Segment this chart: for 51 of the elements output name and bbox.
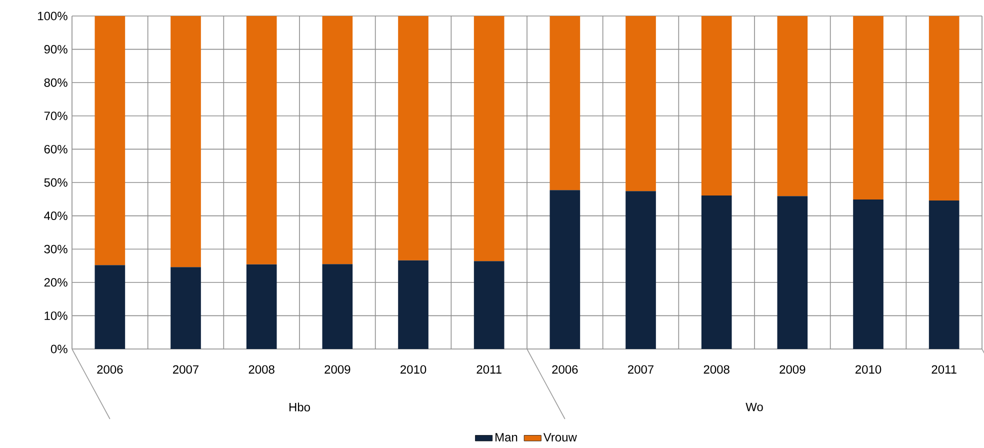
bar xyxy=(398,16,428,260)
x-tick-label: 2011 xyxy=(476,365,502,374)
bar xyxy=(322,264,353,349)
y-tick-label: 10% xyxy=(44,311,68,320)
bar xyxy=(94,265,126,349)
x-tick-label: 2009 xyxy=(780,365,806,374)
bar xyxy=(170,267,201,349)
bar xyxy=(398,260,428,349)
y-tick-label: 0% xyxy=(50,344,68,354)
x-tick-label: 2006 xyxy=(97,365,123,374)
bar xyxy=(550,190,580,349)
y-tick-label: 40% xyxy=(44,212,68,220)
x-tick-label: 2008 xyxy=(248,365,274,374)
x-tick-label: 2007 xyxy=(628,365,654,374)
y-tick-label: 80% xyxy=(44,78,68,87)
bar xyxy=(701,16,732,196)
bar xyxy=(853,16,884,200)
bar xyxy=(777,196,808,349)
text: Wo xyxy=(746,402,763,412)
x-tick-label: 2010 xyxy=(856,365,882,374)
legend-label: Vrouw xyxy=(543,433,577,442)
x-tick-label: 2008 xyxy=(704,365,730,374)
bar xyxy=(170,16,201,268)
y-tick-label: 60% xyxy=(44,144,68,154)
y-tick-label: 50% xyxy=(44,178,68,187)
text: Hbo xyxy=(289,402,310,412)
y-tick-label: 20% xyxy=(44,278,68,287)
x-tick-label: 2010 xyxy=(400,365,426,374)
x-tick-label: 2011 xyxy=(932,365,956,374)
legend-label: Man xyxy=(496,433,518,442)
x-tick-label: 2006 xyxy=(552,365,578,374)
x-tick-label: 2007 xyxy=(173,365,198,374)
bar xyxy=(626,16,656,192)
y-tick-label: 70% xyxy=(44,112,68,120)
bar xyxy=(928,16,960,200)
bar xyxy=(928,200,960,349)
bar xyxy=(701,195,732,349)
bar xyxy=(474,16,504,262)
bar xyxy=(550,16,580,190)
x-tick-label: 2009 xyxy=(324,365,350,374)
bar xyxy=(626,191,656,349)
y-tick-label: 90% xyxy=(44,45,68,54)
y-tick-label: 30% xyxy=(44,244,68,254)
bar xyxy=(322,16,353,264)
bar xyxy=(94,16,126,266)
bar xyxy=(246,16,277,264)
bar xyxy=(474,261,504,349)
bar xyxy=(246,264,277,349)
bar xyxy=(777,16,808,196)
bar xyxy=(853,199,884,349)
y-tick-label: 100% xyxy=(38,12,68,20)
